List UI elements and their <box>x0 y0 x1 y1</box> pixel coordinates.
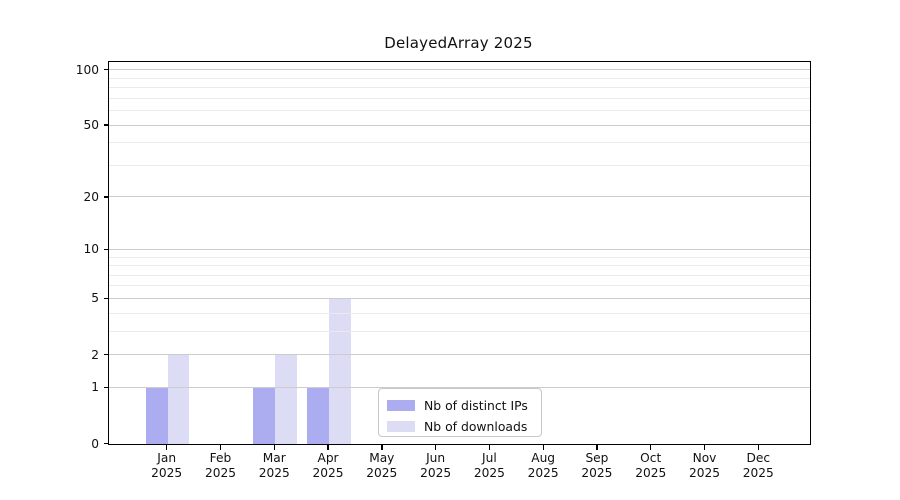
x-tick-label-jun: Jun 2025 <box>420 450 452 481</box>
bar-mar-distinct-ips <box>253 387 276 444</box>
legend: Nb of distinct IPs Nb of downloads <box>378 388 542 437</box>
y-tick-label: 0 <box>91 436 99 451</box>
y-tick-label: 50 <box>83 118 99 133</box>
x-tick-mark <box>166 444 168 450</box>
x-tick-label-nov: Nov 2025 <box>688 450 721 481</box>
chart-title: DelayedArray 2025 <box>384 34 533 52</box>
bar-jan-distinct-ips <box>145 387 168 444</box>
y-tick-mark <box>103 69 109 71</box>
y-tick-mark <box>103 248 109 250</box>
x-tick-mark <box>757 444 759 450</box>
x-tick-mark <box>381 444 383 450</box>
legend-label-distinct-ips: Nb of distinct IPs <box>424 398 528 413</box>
y-tick-label: 100 <box>75 62 99 77</box>
x-tick-label-apr: Apr 2025 <box>312 450 344 481</box>
y-tick-mark <box>103 386 109 389</box>
x-tick-mark <box>435 444 437 450</box>
y-tick-mark <box>103 353 109 356</box>
bar-apr-distinct-ips <box>307 387 330 444</box>
x-tick-label-jul: Jul 2025 <box>473 450 505 481</box>
x-tick-mark <box>542 444 544 450</box>
y-tick-mark <box>103 124 109 126</box>
legend-label-downloads: Nb of downloads <box>424 419 528 434</box>
y-tick-label: 1 <box>91 380 99 395</box>
x-tick-label-oct: Oct 2025 <box>635 450 667 481</box>
x-tick-mark <box>327 444 329 450</box>
bars-layer <box>109 62 810 444</box>
y-tick-label: 5 <box>91 291 99 306</box>
bar-jan-downloads <box>167 355 190 444</box>
y-tick-label: 20 <box>83 189 99 204</box>
y-tick-mark <box>103 196 109 198</box>
x-tick-mark <box>703 444 706 450</box>
legend-swatch-downloads-icon <box>387 421 415 432</box>
bar-mar-downloads <box>275 355 298 444</box>
x-tick-label-dec: Dec 2025 <box>742 450 774 481</box>
bar-apr-downloads <box>329 298 351 444</box>
x-tick-label-aug: Aug 2025 <box>527 450 559 481</box>
x-tick-mark <box>596 444 598 450</box>
x-tick-mark <box>273 444 275 450</box>
x-tick-mark <box>488 444 491 450</box>
plot-area: Nb of distinct IPs Nb of downloads <box>108 61 811 445</box>
x-tick-label-sep: Sep 2025 <box>581 450 613 481</box>
x-tick-label-mar: Mar 2025 <box>258 450 290 481</box>
y-tick-mark <box>103 297 109 300</box>
y-tick-label: 10 <box>83 242 99 257</box>
x-tick-mark <box>219 444 222 450</box>
x-tick-mark <box>650 444 652 450</box>
y-tick-mark <box>103 442 109 445</box>
legend-swatch-distinct-ips-icon <box>387 400 415 411</box>
x-tick-label-jan: Jan 2025 <box>151 450 183 481</box>
x-tick-label-may: May 2025 <box>366 450 398 481</box>
y-tick-label: 2 <box>91 347 99 362</box>
legend-item-downloads: Nb of downloads <box>387 417 533 436</box>
legend-item-distinct-ips: Nb of distinct IPs <box>387 396 533 415</box>
x-tick-label-feb: Feb 2025 <box>204 450 236 481</box>
